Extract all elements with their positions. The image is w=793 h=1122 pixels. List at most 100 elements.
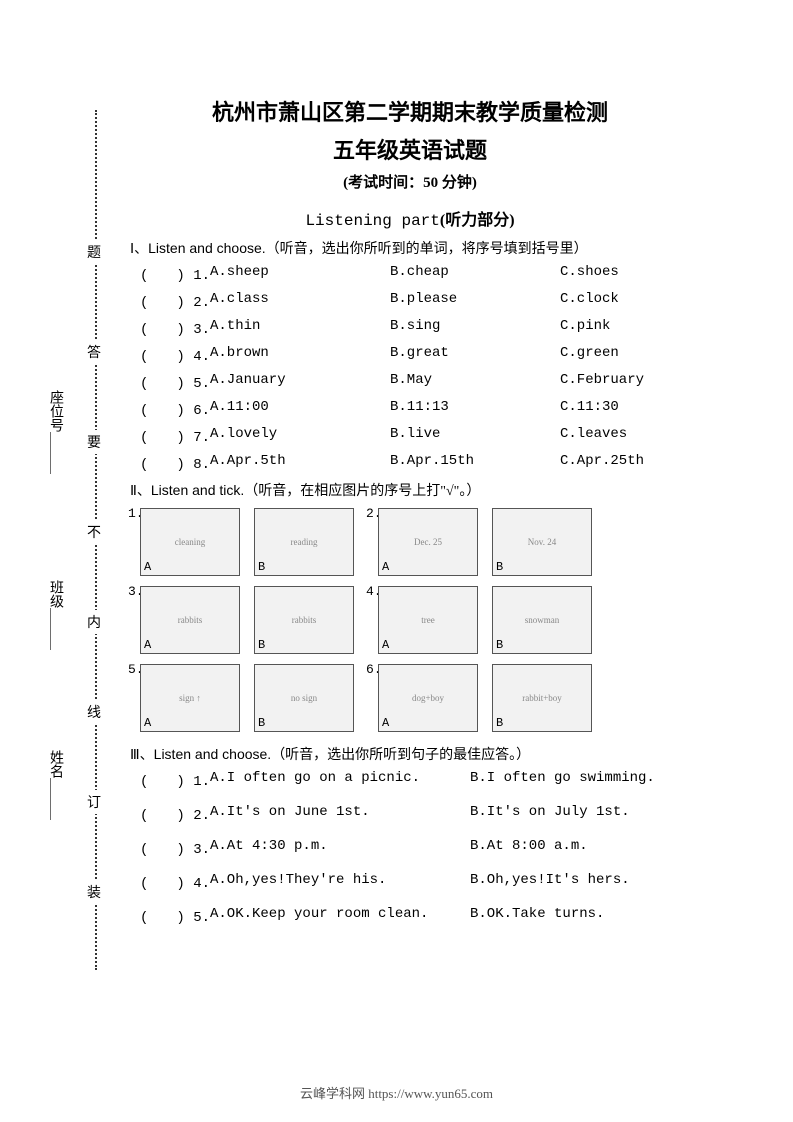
option-letter: A (144, 638, 151, 652)
option-c: C.clock (560, 291, 690, 311)
option-c: C.shoes (560, 264, 690, 284)
section1-roman: Ⅰ、 (130, 242, 148, 257)
question-row: ( ) 2.A.It's on June 1st.B.It's on July … (130, 804, 690, 824)
section2-roman: Ⅱ、 (130, 484, 151, 499)
image-option-a[interactable]: dog+boyA (378, 664, 478, 732)
listening-header-eng: Listening part (305, 212, 439, 230)
answer-blank[interactable]: ( ) 8. (140, 453, 210, 473)
answer-blank[interactable]: ( ) 2. (140, 804, 210, 824)
option-b: B.Apr.15th (390, 453, 560, 473)
answer-blank[interactable]: ( ) 1. (140, 770, 210, 790)
section1-rows: ( ) 1.A.sheepB.cheapC.shoes ( ) 2.A.class… (130, 264, 690, 473)
option-a: A.It's on June 1st. (210, 804, 470, 824)
option-letter: A (144, 716, 151, 730)
option-c: C.Apr.25th (560, 453, 690, 473)
question-row: ( ) 1.A.I often go on a picnic.B.I often… (130, 770, 690, 790)
option-c: C.February (560, 372, 690, 392)
option-b: B.sing (390, 318, 560, 338)
option-a: A.11:00 (210, 399, 390, 419)
option-a: A.I often go on a picnic. (210, 770, 470, 790)
option-letter: A (382, 638, 389, 652)
section2-cn: （听音，在相应图片的序号上打"√"。） (244, 484, 480, 499)
fold-line-char: 内 (87, 610, 101, 634)
image-pair: 3.rabbitsArabbitsB (140, 586, 354, 654)
image-option-a[interactable]: rabbitsA (140, 586, 240, 654)
option-a: A.At 4:30 p.m. (210, 838, 470, 858)
image-pair: 1.cleaningAreadingB (140, 508, 354, 576)
image-option-a[interactable]: sign ↑A (140, 664, 240, 732)
option-a: A.thin (210, 318, 390, 338)
section3-rows: ( ) 1.A.I often go on a picnic.B.I often… (130, 770, 690, 926)
image-pair: 2.Dec. 25ANov. 24B (378, 508, 592, 576)
option-a: A.OK.Keep your room clean. (210, 906, 470, 926)
title-main: 杭州市萧山区第二学期期末教学质量检测 (130, 95, 690, 127)
section3-roman: Ⅲ、 (130, 748, 154, 763)
option-b: B.OK.Take turns. (470, 906, 690, 926)
question-row: ( ) 3.A.At 4:30 p.m.B.At 8:00 a.m. (130, 838, 690, 858)
option-b: B.cheap (390, 264, 560, 284)
option-b: B.live (390, 426, 560, 446)
answer-blank[interactable]: ( ) 6. (140, 399, 210, 419)
fold-line-char: 不 (87, 520, 101, 544)
section2-eng: Listen and tick. (151, 482, 244, 498)
image-option-b[interactable]: rabbitsB (254, 586, 354, 654)
image-option-a[interactable]: treeA (378, 586, 478, 654)
section1-eng: Listen and choose. (148, 240, 266, 256)
title-sub: 五年级英语试题 (130, 133, 690, 165)
option-letter: B (496, 638, 503, 652)
option-a: A.lovely (210, 426, 390, 446)
image-pair: 4.treeAsnowmanB (378, 586, 592, 654)
question-row: ( ) 1.A.sheepB.cheapC.shoes (130, 264, 690, 284)
answer-blank[interactable]: ( ) 3. (140, 318, 210, 338)
section3-instruction: Ⅲ、Listen and choose.（听音，选出你所听到句子的最佳应答。） (130, 744, 690, 764)
option-b: B.At 8:00 a.m. (470, 838, 690, 858)
option-a: A.Apr.5th (210, 453, 390, 473)
option-a: A.sheep (210, 264, 390, 284)
fold-line-char: 题 (87, 240, 101, 264)
image-option-a[interactable]: cleaningA (140, 508, 240, 576)
image-option-b[interactable]: no signB (254, 664, 354, 732)
section1-instruction: Ⅰ、Listen and choose.（听音，选出你所听到的单词，将序号填到括… (130, 238, 690, 258)
section2-instruction: Ⅱ、Listen and tick.（听音，在相应图片的序号上打"√"。） (130, 480, 690, 500)
student-info-field[interactable]: 班级＿＿＿ (45, 580, 65, 650)
answer-blank[interactable]: ( ) 1. (140, 264, 210, 284)
student-info-field[interactable]: 座位号＿＿＿ (45, 390, 65, 474)
option-a: A.class (210, 291, 390, 311)
question-row: ( ) 4.A.Oh,yes!They're his.B.Oh,yes!It's… (130, 872, 690, 892)
option-letter: A (382, 560, 389, 574)
question-row: ( ) 7.A.lovelyB.liveC.leaves (130, 426, 690, 446)
question-row: ( ) 6.A.11:00B.11:13C.11:30 (130, 399, 690, 419)
question-row: ( ) 5.A.JanuaryB.MayC.February (130, 372, 690, 392)
answer-blank[interactable]: ( ) 4. (140, 345, 210, 365)
option-b: B.May (390, 372, 560, 392)
question-row: ( ) 8.A.Apr.5thB.Apr.15thC.Apr.25th (130, 453, 690, 473)
fold-line-char: 订 (87, 790, 101, 814)
answer-blank[interactable]: ( ) 5. (140, 372, 210, 392)
option-letter: B (258, 716, 265, 730)
image-option-b[interactable]: snowmanB (492, 586, 592, 654)
image-option-b[interactable]: Nov. 24B (492, 508, 592, 576)
option-c: C.leaves (560, 426, 690, 446)
image-pair: 6.dog+boyArabbit+boyB (378, 664, 592, 732)
image-option-b[interactable]: rabbit+boyB (492, 664, 592, 732)
image-option-b[interactable]: readingB (254, 508, 354, 576)
option-letter: B (496, 716, 503, 730)
image-option-a[interactable]: Dec. 25A (378, 508, 478, 576)
fold-line-char: 装 (87, 880, 101, 904)
option-c: C.green (560, 345, 690, 365)
answer-blank[interactable]: ( ) 5. (140, 906, 210, 926)
binding-sidebar: 题答要不内线订装座位号＿＿＿班级＿＿＿姓名＿＿＿ (45, 110, 115, 970)
question-row: ( ) 3.A.thinB.singC.pink (130, 318, 690, 338)
exam-page: 杭州市萧山区第二学期期末教学质量检测 五年级英语试题 (考试时间：50 分钟) … (130, 95, 690, 940)
option-a: A.brown (210, 345, 390, 365)
option-b: B.It's on July 1st. (470, 804, 690, 824)
listening-header: Listening part(听力部分) (130, 206, 690, 230)
title-time: (考试时间：50 分钟) (130, 171, 690, 192)
answer-blank[interactable]: ( ) 4. (140, 872, 210, 892)
answer-blank[interactable]: ( ) 2. (140, 291, 210, 311)
student-info-field[interactable]: 姓名＿＿＿ (45, 750, 65, 820)
option-letter: A (144, 560, 151, 574)
answer-blank[interactable]: ( ) 7. (140, 426, 210, 446)
question-row: ( ) 2.A.classB.pleaseC.clock (130, 291, 690, 311)
answer-blank[interactable]: ( ) 3. (140, 838, 210, 858)
